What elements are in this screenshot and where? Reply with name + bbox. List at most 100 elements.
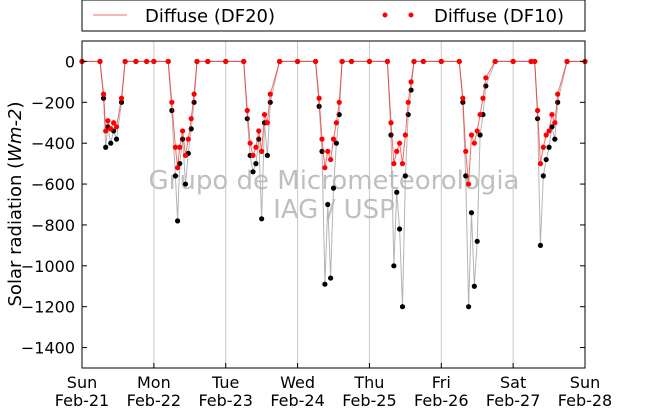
- y-tick-label-3: −600: [31, 175, 75, 194]
- x-tick-label-date-0: Feb-21: [55, 391, 109, 409]
- series-1-point-17: [177, 144, 183, 150]
- legend-box: [81, 0, 586, 32]
- y-axis-label-text: Solar radiation (: [5, 162, 26, 307]
- series-0-point-77: [537, 242, 544, 248]
- series-1-point-18: [180, 128, 186, 134]
- series-0-point-55: [399, 304, 406, 310]
- series-0-point-66: [468, 210, 475, 216]
- series-1-point-23: [194, 58, 200, 65]
- series-1-point-12: [151, 58, 157, 65]
- series-1-point-55: [399, 161, 406, 167]
- series-1-point-13: [165, 58, 171, 65]
- series-0-point-52: [391, 263, 397, 269]
- series-1-point-63: [460, 95, 466, 101]
- series-1-point-36: [277, 58, 283, 65]
- series-1-point-68: [474, 128, 480, 134]
- series-1-point-62: [456, 58, 462, 65]
- series-0-point-80: [546, 144, 552, 150]
- series-0-point-3: [103, 144, 109, 150]
- series-0-point-51: [388, 132, 394, 138]
- x-tick-label-date-3: Feb-24: [270, 391, 324, 409]
- series-1-point-24: [205, 58, 211, 65]
- series-0-point-16: [174, 218, 181, 224]
- series-0-point-35: [267, 99, 273, 105]
- x-axis-ticks: SunFeb-21MonFeb-22TueFeb-23WedFeb-24ThuF…: [55, 363, 612, 409]
- series-1-point-66: [468, 132, 475, 138]
- y-tick-label-0: 0: [65, 52, 75, 71]
- y-axis-label: Solar radiation (Wm-2): [5, 101, 26, 306]
- series-0-point-56: [402, 173, 408, 179]
- series-0-point-57: [405, 111, 411, 118]
- y-tick-label-4: −800: [31, 216, 75, 235]
- x-tick-label-day-2: Tue: [211, 373, 239, 392]
- x-tick-label-day-3: Wed: [280, 373, 315, 392]
- series-1-point-15: [172, 144, 179, 150]
- series-0-point-39: [316, 103, 322, 109]
- series-1-point-65: [465, 181, 472, 187]
- series-0-point-53: [394, 189, 400, 195]
- series-0-point-34: [264, 152, 270, 159]
- series-1-point-83: [555, 91, 561, 97]
- series-1-point-61: [438, 58, 444, 65]
- series-1-point-4: [105, 118, 111, 124]
- series-1-point-74: [528, 58, 534, 65]
- y-tick-label-5: −1000: [21, 257, 75, 276]
- series-1-point-39: [316, 95, 322, 101]
- series-1-point-64: [463, 148, 469, 154]
- series-1-point-42: [325, 148, 331, 154]
- x-tick-label-date-2: Feb-23: [198, 391, 252, 409]
- series-1-point-2: [100, 91, 107, 97]
- x-tick-label-date-1: Feb-22: [127, 391, 181, 409]
- series-1-point-79: [543, 132, 549, 138]
- series-1-point-3: [103, 128, 109, 134]
- series-1-point-75: [532, 58, 538, 65]
- series-0-point-54: [397, 226, 403, 232]
- series-1-line: [82, 60, 585, 185]
- legend-dot-swatch-1: [382, 12, 388, 18]
- y-tick-label-2: −400: [31, 134, 75, 153]
- series-1-point-1: [97, 58, 103, 65]
- series-1-point-7: [113, 124, 120, 130]
- series-1-point-21: [188, 116, 194, 122]
- series-1-point-50: [384, 58, 390, 65]
- series-0-point-43: [328, 275, 334, 281]
- series-1-point-49: [366, 58, 373, 65]
- legend-label-df10: Diffuse (DF10): [434, 6, 564, 27]
- legend-label-df20: Diffuse (DF20): [145, 6, 275, 27]
- series-1-point-59: [411, 58, 417, 65]
- plot-frame: [81, 40, 586, 369]
- legend: Diffuse (DF20) Diffuse (DF10): [81, 0, 586, 32]
- series-0-point-82: [552, 136, 558, 142]
- series-1-point-14: [169, 99, 175, 105]
- x-tick-label-day-6: Sat: [500, 373, 526, 392]
- series-0-point-30: [253, 161, 259, 167]
- series-1-point-27: [244, 107, 250, 114]
- series-0-point-68: [474, 238, 480, 244]
- y-axis-label-close: ): [5, 101, 26, 108]
- series-1-point-71: [483, 75, 489, 81]
- series-0-point-32: [259, 216, 265, 222]
- series-1-point-6: [111, 120, 117, 126]
- series-0-point-45: [333, 140, 339, 146]
- series-1-point-45: [333, 120, 339, 126]
- y-tick-label-6: −1200: [21, 298, 75, 317]
- x-tick-label-day-4: Thu: [353, 373, 384, 392]
- series-1-point-40: [319, 136, 325, 142]
- series-1-point-76: [534, 107, 541, 114]
- series-1-point-56: [402, 132, 408, 138]
- series-1-point-47: [339, 58, 345, 65]
- series-1-point-41: [322, 165, 328, 171]
- series-0-point-15: [172, 173, 179, 179]
- series-1-point-8: [118, 95, 125, 101]
- series-0-point-19: [182, 181, 189, 187]
- series-1-point-54: [397, 140, 403, 146]
- series-1-point-31: [256, 128, 262, 134]
- series-1-point-25: [223, 58, 229, 65]
- series-1-point-38: [312, 58, 319, 65]
- series-1-point-78: [540, 144, 546, 150]
- series-1-point-81: [549, 111, 555, 118]
- series-1-point-57: [405, 99, 411, 105]
- series-1-point-11: [144, 58, 150, 65]
- series-0-point-79: [543, 156, 549, 163]
